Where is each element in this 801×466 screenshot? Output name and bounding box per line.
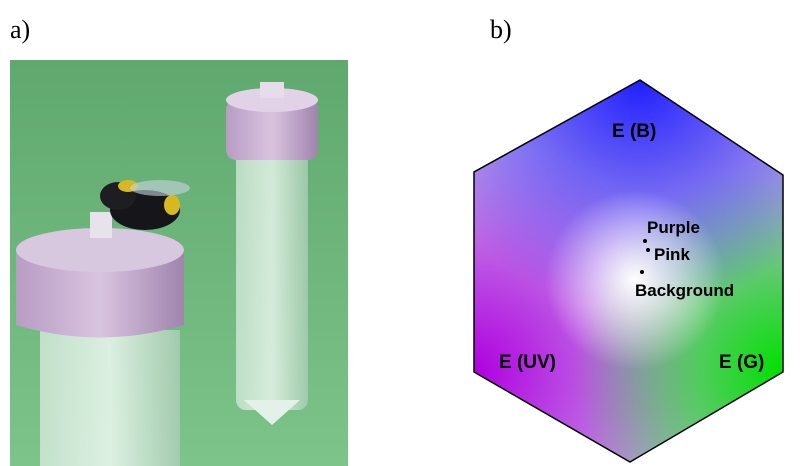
panel-label: b) <box>490 15 512 44</box>
point-label: Background <box>635 281 734 300</box>
axis-label: E (B) <box>612 121 656 142</box>
point-label: Pink <box>654 245 690 264</box>
axis-label: E (G) <box>719 352 764 373</box>
point-label: Purple <box>647 218 700 237</box>
axis-label: E (UV) <box>499 352 556 373</box>
panel-label: a) <box>10 15 30 44</box>
photo <box>10 60 348 466</box>
figure: a) b) E (B) E (UV) E (G) Purpl <box>0 0 801 466</box>
